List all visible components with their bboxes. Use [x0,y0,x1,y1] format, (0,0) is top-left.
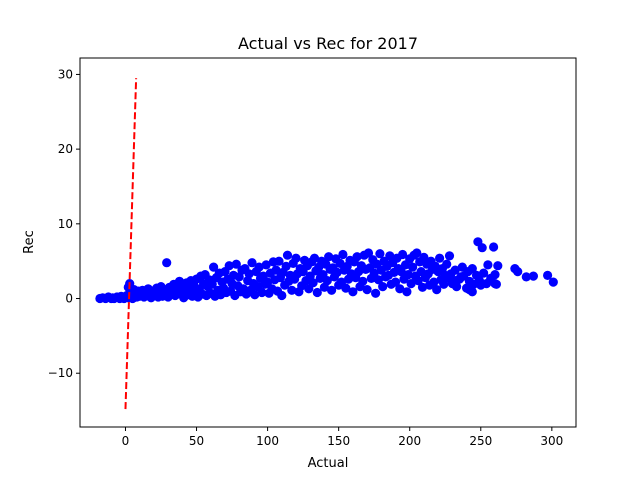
y-tick-label: 20 [58,142,73,156]
y-tick-label: −10 [48,366,73,380]
data-point [429,277,439,287]
data-point [327,285,337,295]
data-point [362,285,372,295]
data-point [363,248,374,258]
data-point [406,279,416,289]
x-tick-label: 50 [189,434,204,448]
data-point [358,276,368,286]
data-point [348,287,358,297]
data-point [291,253,301,263]
data-point [479,268,489,278]
data-point [521,272,531,282]
y-tick-label: 10 [58,217,73,231]
y-tick-label: 30 [58,67,73,81]
data-point [263,277,273,287]
data-point [489,242,499,252]
x-tick-label: 250 [469,434,492,448]
plot-area [95,78,558,410]
data-point [413,276,423,286]
data-point [274,256,284,266]
data-point [335,258,345,268]
data-point [281,261,291,271]
data-point [375,249,385,259]
data-point [442,259,452,269]
data-point [395,284,405,294]
data-point [548,277,558,287]
reference-line [124,78,138,410]
data-point [483,260,493,270]
data-point [467,287,477,297]
x-axis-label: Actual [308,456,349,471]
data-point [417,282,428,292]
x-tick-label: 200 [398,434,421,448]
data-point [444,251,455,261]
data-point [528,271,539,281]
data-point [369,268,379,278]
data-point [390,277,401,287]
data-point [467,264,477,274]
data-point [432,285,442,295]
data-point [224,261,234,271]
data-point [403,270,413,280]
data-point [490,270,500,280]
data-point [257,287,267,298]
data-point [341,283,351,293]
data-point [543,270,553,280]
data-point [439,279,449,289]
chart-title: Actual vs Rec for 2017 [238,34,418,53]
data-point [207,279,217,289]
data-point [277,290,287,301]
data-point [312,287,322,298]
x-tick-label: 100 [256,434,279,448]
data-point [493,261,503,271]
data-point [408,262,418,272]
data-point [309,253,320,263]
data-point [261,260,271,270]
data-point [250,290,260,300]
data-point [402,287,412,297]
data-point [254,262,264,272]
data-point [244,269,254,279]
data-point [373,275,384,285]
data-point [338,249,348,260]
data-point [282,250,293,260]
data-point [247,258,257,268]
data-point [398,249,408,260]
axes-frame [79,57,577,428]
data-point [412,248,422,258]
data-point [450,276,460,286]
x-tick-label: 150 [327,434,350,448]
x-tick-label: 300 [540,434,563,448]
data-point [287,285,297,295]
data-point [322,276,332,286]
data-point [513,267,523,277]
data-point [308,278,318,288]
y-axis: −10 0 10 20 30 [48,67,80,380]
x-axis: 0 50 100 150 200 250 300 [122,427,563,448]
data-point [209,262,219,272]
y-axis-label: Rec [22,230,37,254]
data-point [435,253,445,263]
data-point [271,265,281,275]
data-point [324,252,334,262]
data-point [378,282,388,292]
data-point [231,259,241,269]
data-point [450,265,460,275]
x-tick-label: 0 [122,434,130,448]
data-point [371,288,381,298]
data-point [490,279,500,289]
data-point [352,252,362,262]
data-point [477,243,487,253]
data-point [162,258,172,268]
data-point [396,267,406,277]
y-tick-label: 0 [65,292,73,306]
data-point [332,267,342,277]
